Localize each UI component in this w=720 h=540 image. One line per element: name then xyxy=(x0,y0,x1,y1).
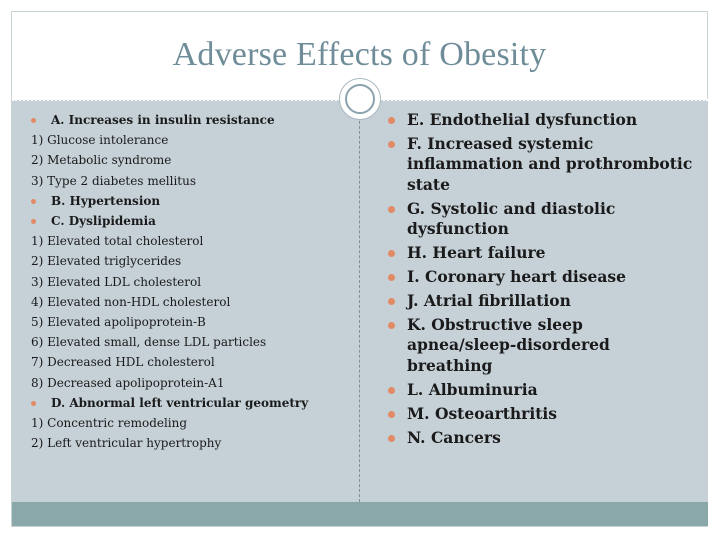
slide-title: Adverse Effects of Obesity xyxy=(172,36,547,73)
content-panel xyxy=(12,100,708,502)
list-heading: A. Increases in insulin resistance xyxy=(28,110,353,130)
list-item: G. Systolic and diastolic dysfunction xyxy=(385,199,695,240)
list-item: K. Obstructive sleep apnea/sleep-disorde… xyxy=(385,315,695,377)
list-item: J. Atrial fibrillation xyxy=(385,291,695,312)
circle-ornament-icon xyxy=(339,78,381,120)
list-item: 7) Decreased HDL cholesterol xyxy=(31,355,215,370)
column-divider xyxy=(359,101,360,502)
list-item: 1) Elevated total cholesterol xyxy=(31,234,204,249)
right-column-list: E. Endothelial dysfunction F. Increased s… xyxy=(385,110,695,451)
list-item: 1) Glucose intolerance xyxy=(31,133,169,148)
list-item: 2) Elevated triglycerides xyxy=(31,254,182,269)
list-item: 6) Elevated small, dense LDL particles xyxy=(31,335,267,350)
left-column-list: A. Increases in insulin resistance 1) Glu… xyxy=(28,110,353,453)
list-item: 3) Elevated LDL cholesterol xyxy=(31,274,202,289)
list-item: 3) Type 2 diabetes mellitus xyxy=(31,173,197,188)
list-item: M. Osteoarthritis xyxy=(385,404,695,425)
list-heading: D. Abnormal left ventricular geometry xyxy=(28,393,353,413)
list-heading: C. Dyslipidemia xyxy=(28,211,353,231)
list-item: E. Endothelial dysfunction xyxy=(385,110,695,131)
footer-bar xyxy=(12,502,708,526)
list-item: 2) Left ventricular hypertrophy xyxy=(31,436,222,451)
list-item: 4) Elevated non-HDL cholesterol xyxy=(31,294,231,309)
list-item: N. Cancers xyxy=(385,428,695,449)
list-item: 5) Elevated apolipoprotein-B xyxy=(31,315,206,330)
list-item: I. Coronary heart disease xyxy=(385,267,695,288)
circle-ornament-ring xyxy=(345,84,375,114)
list-item: 8) Decreased apolipoprotein-A1 xyxy=(31,375,225,390)
list-item: H. Heart failure xyxy=(385,243,695,264)
list-heading: B. Hypertension xyxy=(28,191,353,211)
list-item: 2) Metabolic syndrome xyxy=(31,153,172,168)
list-item: L. Albuminuria xyxy=(385,380,695,401)
list-item: 1) Concentric remodeling xyxy=(31,416,188,431)
list-item: F. Increased systemic inflammation and p… xyxy=(385,134,695,196)
